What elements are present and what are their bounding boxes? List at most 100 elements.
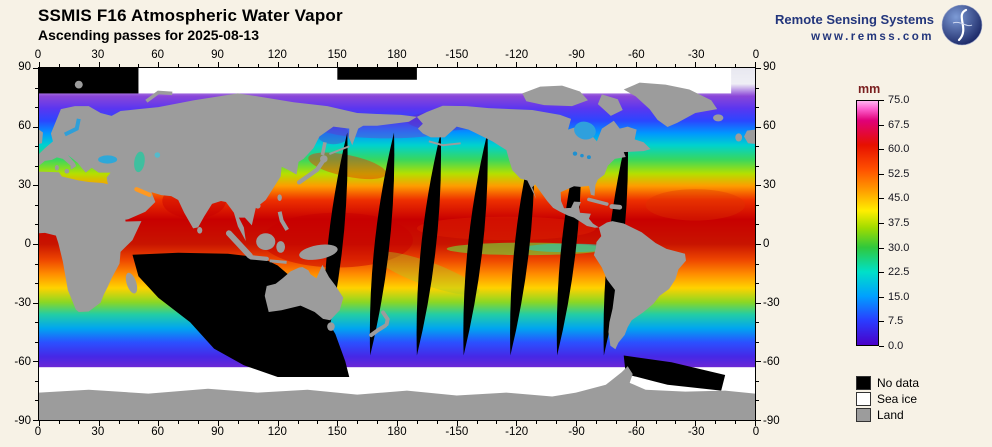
colorbar-tick	[879, 346, 884, 347]
colorbar-tick	[879, 247, 884, 249]
axis-tick	[35, 283, 38, 285]
axis-tick	[756, 400, 759, 402]
lon-tick-label: 60	[151, 426, 165, 438]
lat-labels-right: 90 60 30 0 -30 -60 -90	[760, 61, 792, 427]
axis-tick	[58, 421, 60, 424]
axis-tick	[595, 64, 597, 67]
great-lakes	[572, 151, 578, 156]
lat-tick-label: 30	[763, 179, 776, 191]
axis-tick	[357, 64, 359, 67]
axis-tick	[496, 64, 498, 67]
colorbar-tick	[879, 173, 884, 175]
colorbar-tick-label: 67.5	[888, 118, 910, 131]
axis-tick	[237, 421, 239, 424]
lat-tick-label: 60	[18, 120, 31, 132]
legend: No data Sea ice Land	[856, 376, 919, 424]
axis-tick	[576, 62, 577, 67]
land-greenland	[623, 82, 718, 128]
axis-tick	[735, 421, 737, 424]
axis-tick	[35, 263, 38, 265]
inland-water-layer	[63, 118, 596, 197]
lon-tick-label: 120	[267, 426, 287, 438]
axis-tick	[317, 421, 319, 424]
colorbar-tick	[879, 100, 884, 101]
legend-label: Land	[877, 408, 904, 422]
axis-tick	[98, 62, 100, 67]
lon-tick-label: 30	[91, 49, 105, 61]
lon-tick-label: 180	[387, 426, 407, 438]
lat-tick-label: -30	[763, 297, 780, 309]
axis-tick	[78, 421, 80, 424]
colorbar-tick-label: 60.0	[888, 143, 910, 156]
lon-tick-label: 180	[387, 49, 407, 61]
lat-tick-label: 90	[763, 61, 776, 73]
great-lakes	[580, 153, 584, 158]
land-antarctica	[39, 366, 755, 420]
lon-tick-label: -120	[505, 49, 529, 61]
legend-swatch	[856, 392, 871, 406]
axis-tick	[715, 421, 717, 424]
axis-tick	[756, 146, 759, 148]
axis-tick	[35, 341, 38, 343]
rss-globe-logo-icon	[940, 3, 984, 47]
axis-tick	[476, 421, 478, 424]
colorbar-tick-label: 45.0	[888, 192, 910, 205]
axis-tick	[416, 64, 418, 67]
colorbar-unit-label: mm	[858, 82, 881, 96]
colorbar-tick-label: 75.0	[888, 94, 910, 106]
legend-label: Sea ice	[877, 392, 918, 406]
lat-tick-label: 60	[763, 120, 776, 132]
world-map-image	[39, 68, 755, 420]
lon-tick-label: 30	[91, 426, 105, 438]
colorbar-tick-label: 7.5	[888, 315, 904, 328]
axis-tick	[198, 64, 200, 67]
hudson-bay	[574, 121, 596, 140]
colorbar-tick	[879, 149, 884, 151]
axis-tick	[257, 64, 259, 67]
axis-tick	[297, 64, 299, 67]
axis-tick	[755, 62, 756, 67]
axis-tick	[218, 62, 219, 67]
axis-tick	[35, 146, 38, 148]
axis-tick	[756, 224, 759, 226]
axis-tick	[138, 64, 140, 67]
axis-tick	[158, 62, 160, 67]
axis-tick	[496, 421, 498, 424]
axis-tick	[756, 107, 759, 109]
axis-tick	[735, 64, 737, 67]
legend-item: Land	[856, 408, 919, 422]
lon-tick-label: 150	[327, 426, 347, 438]
lat-tick-label: 0	[763, 238, 770, 250]
axis-tick	[35, 87, 38, 89]
land-eurasia	[39, 93, 417, 242]
colorbar-tick-label: 30.0	[888, 241, 910, 254]
axis-tick	[655, 64, 657, 67]
axis-tick	[756, 87, 759, 89]
legend-swatch	[856, 408, 871, 422]
baltic-sea	[63, 118, 81, 137]
aral-sea	[154, 152, 161, 158]
axis-tick	[377, 64, 379, 67]
land-africa	[39, 171, 142, 313]
caspian-sea	[134, 151, 145, 173]
axis-tick	[78, 64, 80, 67]
lon-tick-label: 0	[752, 426, 760, 438]
lon-tick-label: -150	[445, 426, 469, 438]
axis-tick	[536, 421, 538, 424]
axis-tick	[756, 263, 759, 265]
great-lakes	[586, 155, 591, 160]
persian-gulf	[134, 187, 152, 197]
axis-tick	[35, 322, 38, 324]
lon-tick-label: 90	[211, 426, 224, 438]
axis-tick	[277, 62, 279, 67]
axis-tick	[675, 64, 677, 67]
axis-tick	[675, 421, 677, 424]
colorbar-tick	[879, 198, 884, 200]
axis-tick	[715, 64, 717, 67]
legend-item: Sea ice	[856, 392, 919, 406]
axis-tick	[118, 64, 120, 67]
axis-tick	[35, 380, 38, 382]
legend-label: No data	[877, 376, 920, 390]
page-title: SSMIS F16 Atmospheric Water Vapor	[38, 6, 343, 25]
axis-tick	[118, 421, 120, 424]
